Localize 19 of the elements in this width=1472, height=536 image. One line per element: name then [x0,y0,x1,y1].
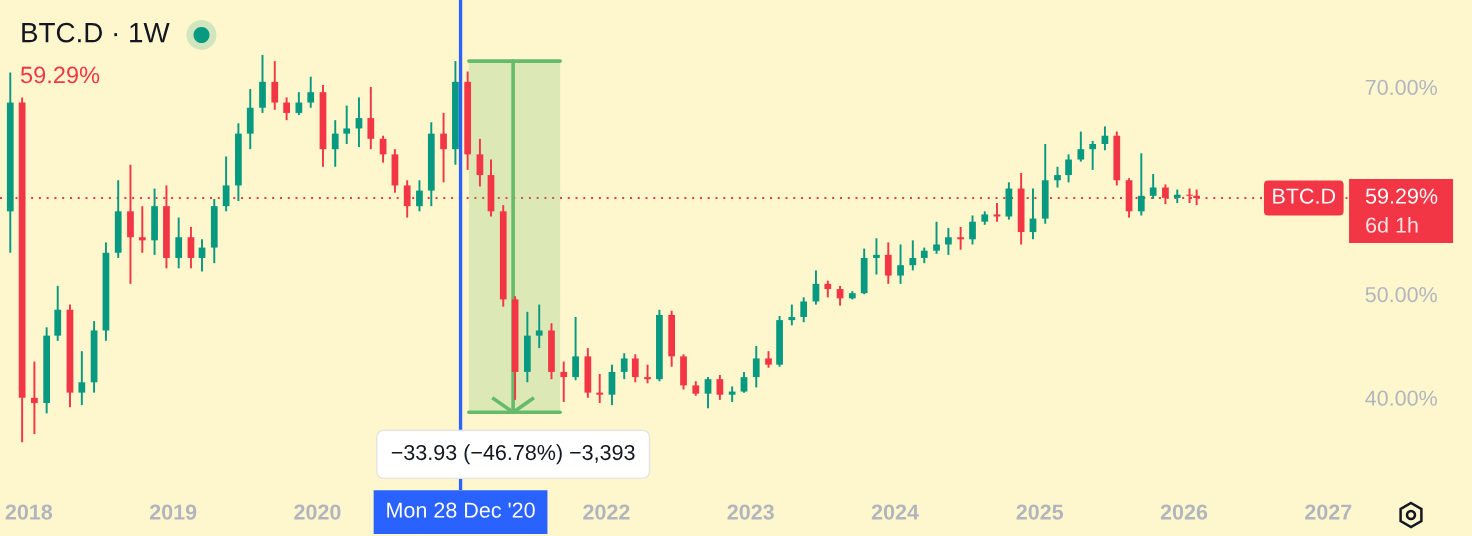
y-tick-label: 70.00% [1365,79,1437,96]
text: 59.29% [1365,188,1438,204]
text: BTC.D · 1W [22,22,170,43]
annotation: −33.93 (−46.78%) −3,393 [391,444,635,465]
x-tick-label: 2027 [1305,504,1352,520]
x-tick-label: 2019 [149,504,197,520]
y-tick-label: 40.00% [1365,390,1437,406]
x-tick-label: 2024 [871,504,919,520]
annotation: 59.29% [20,66,100,84]
x-tick-label: 2025 [1016,504,1064,520]
x-tick-label: 2020 [294,504,341,520]
text: 6d 1h [1366,216,1418,233]
x-tick-label: 2026 [1160,504,1208,520]
ref-line-label: Mon 28 Dec '20 [387,502,535,518]
x-tick-label: 2023 [727,504,774,520]
x-tick-label: 2022 [583,504,630,520]
y-tick-label: 50.00% [1365,286,1437,303]
ref-line-label: BTC.D [1273,188,1336,204]
x-tick-label: 2018 [5,504,53,520]
